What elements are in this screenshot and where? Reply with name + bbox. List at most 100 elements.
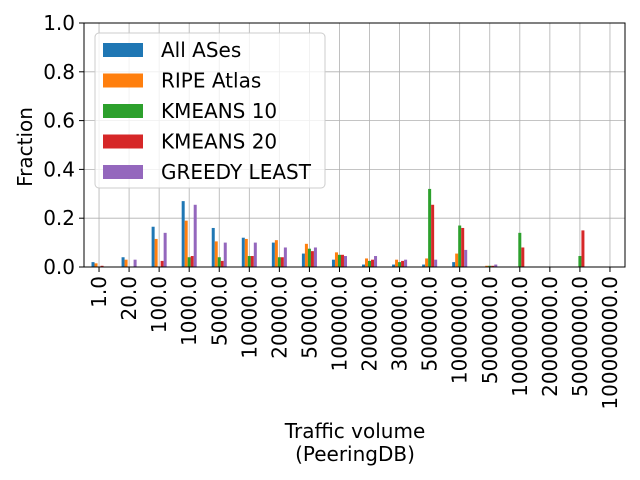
bar — [404, 259, 408, 267]
x-tick-label: 10000000.0 — [508, 276, 532, 397]
bars — [91, 188, 585, 267]
bar — [133, 259, 137, 267]
bar — [431, 204, 435, 267]
bar — [310, 251, 314, 267]
bar — [428, 188, 432, 267]
bar — [100, 265, 104, 267]
legend-swatch — [103, 104, 143, 118]
x-tick-label: 100000000.0 — [598, 276, 622, 410]
bar — [521, 247, 525, 267]
x-tick-label: 200000.0 — [358, 276, 382, 371]
y-axis-label: Fraction — [13, 107, 37, 187]
bar — [241, 237, 245, 267]
bar — [485, 265, 489, 267]
x-tick-label: 500000.0 — [418, 276, 442, 371]
bar — [280, 257, 284, 267]
x-axis: 1.0 20.0 100.0 1000.0 5000.0 10000.0 20000.0 50… — [87, 267, 622, 410]
bar — [304, 243, 308, 267]
bar — [160, 260, 164, 267]
bar — [422, 264, 426, 267]
bar — [374, 256, 378, 267]
y-tick-label: 0.6 — [43, 109, 75, 133]
bar — [307, 248, 311, 267]
x-axis-label-line2: (PeeringDB) — [295, 442, 415, 466]
y-tick-label: 0.4 — [43, 157, 75, 181]
bar — [217, 257, 221, 267]
bar — [343, 256, 347, 267]
x-tick-label: 20000.0 — [267, 276, 291, 359]
x-tick-label: 20.0 — [117, 276, 141, 321]
legend-swatch — [103, 43, 143, 57]
x-tick-label: 300000.0 — [388, 276, 412, 371]
bar — [458, 225, 462, 267]
bar — [461, 227, 465, 267]
bar — [395, 259, 399, 267]
x-tick-label: 50000.0 — [297, 276, 321, 359]
bar — [214, 241, 218, 267]
bar — [223, 242, 227, 267]
x-tick-label: 1000.0 — [177, 276, 201, 346]
bar — [151, 226, 155, 267]
legend-label: All ASes — [161, 38, 241, 62]
y-tick-label: 0.2 — [43, 206, 75, 230]
x-tick-label: 1.0 — [87, 276, 111, 308]
bar — [371, 259, 375, 267]
bar — [220, 260, 224, 267]
bar — [455, 253, 459, 267]
bar — [425, 258, 429, 267]
bar — [301, 253, 305, 267]
bar — [313, 247, 317, 267]
bar — [401, 260, 405, 267]
legend-label: RIPE Atlas — [161, 69, 261, 93]
legend-swatch — [103, 134, 143, 149]
x-tick-label: 5000.0 — [207, 276, 231, 346]
bar — [244, 238, 248, 267]
bar — [181, 201, 185, 267]
bar — [488, 265, 492, 267]
x-tick-label: 10000.0 — [237, 276, 261, 359]
bar — [464, 249, 468, 267]
bar — [368, 260, 372, 267]
bar — [518, 232, 522, 267]
bar — [274, 240, 278, 267]
bar — [94, 263, 98, 267]
bar — [193, 204, 197, 267]
bar — [392, 264, 396, 267]
x-axis-label: Traffic volume — [284, 419, 426, 443]
bar — [365, 258, 369, 267]
bar — [491, 265, 495, 267]
plot-frame — [83, 22, 626, 268]
legend-swatch — [103, 165, 143, 179]
y-axis: 0.0 0.2 0.4 0.6 0.8 1.0 — [43, 11, 84, 279]
bar — [190, 256, 194, 267]
y-tick-label: 1.0 — [43, 11, 75, 35]
legend-label: GREEDY LEAST — [161, 160, 312, 184]
bar — [362, 264, 366, 267]
legend: All ASes RIPE Atlas KMEANS 10 KMEANS 20 GREE… — [94, 32, 326, 189]
bar — [253, 242, 257, 267]
legend-label: KMEANS 20 — [161, 130, 277, 154]
y-tick-label: 0.0 — [43, 255, 75, 279]
bar — [340, 254, 344, 267]
bar — [247, 256, 251, 267]
bar — [250, 256, 254, 267]
x-tick-label: 20000000.0 — [538, 276, 562, 397]
bar — [452, 262, 456, 267]
bar — [331, 259, 335, 267]
bar — [334, 252, 338, 267]
bar — [271, 242, 275, 267]
legend-label: KMEANS 10 — [161, 99, 277, 123]
legend-swatch — [103, 73, 143, 88]
x-tick-label: 5000000.0 — [478, 276, 502, 384]
bar — [337, 254, 341, 267]
bar — [494, 264, 498, 267]
legend-box — [94, 32, 326, 189]
bar — [121, 257, 125, 267]
bar — [124, 259, 128, 267]
bar — [91, 262, 95, 267]
bar — [434, 259, 438, 267]
bar — [184, 220, 188, 267]
x-tick-label: 100000.0 — [327, 276, 351, 371]
x-tick-label: 50000000.0 — [568, 276, 592, 397]
